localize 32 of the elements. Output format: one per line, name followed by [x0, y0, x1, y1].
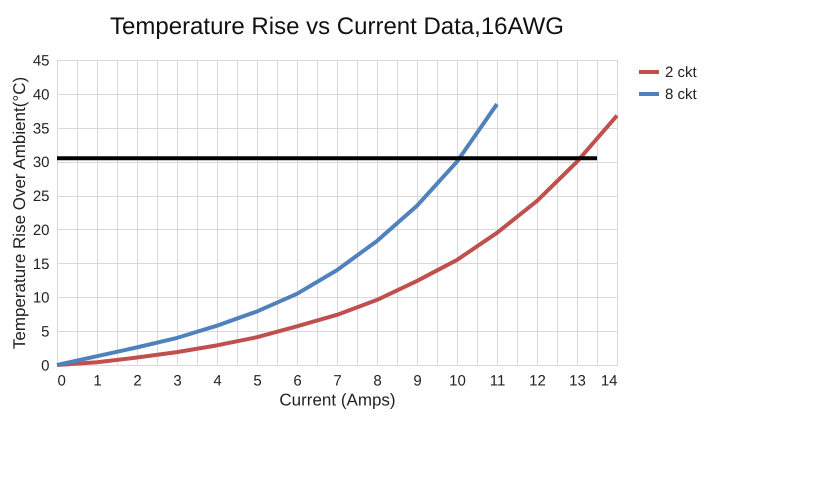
- x-tick-label: 13: [569, 372, 586, 390]
- y-tick-label: 0: [41, 358, 50, 374]
- x-tick-label: 6: [293, 372, 302, 390]
- y-axis-title: Temperature Rise Over Ambient(°C): [10, 76, 29, 350]
- x-tick-label: 2: [133, 372, 142, 390]
- x-tick-label: 3: [173, 372, 182, 390]
- x-tick-label: 11: [490, 372, 506, 390]
- y-tick-label: 5: [41, 324, 50, 341]
- chart-title: Temperature Rise vs Current Data,16AWG: [110, 13, 564, 40]
- y-tick-label: 10: [32, 290, 50, 307]
- legend-label: 2 ckt: [665, 64, 698, 81]
- y-tick-label: 20: [32, 222, 50, 239]
- y-tick-label: 25: [32, 188, 50, 206]
- x-tick-label: 8: [373, 372, 382, 390]
- y-tick-label: 15: [32, 256, 50, 273]
- x-tick-label: 14: [600, 372, 618, 390]
- x-tick-label: 1: [93, 372, 102, 390]
- y-tick-label: 40: [32, 86, 50, 104]
- x-tick-label: 10: [449, 372, 466, 390]
- x-tick-label: 9: [413, 372, 422, 390]
- x-tick-label: 5: [253, 372, 262, 390]
- x-tick-label: 0: [58, 372, 66, 390]
- x-tick-label: 12: [529, 372, 546, 390]
- legend-label: 8 ckt: [665, 86, 698, 103]
- x-tick-label: 7: [333, 372, 342, 390]
- y-tick-label: 35: [32, 120, 50, 138]
- x-axis-title: Current (Amps): [279, 390, 396, 410]
- y-tick-label: 30: [32, 154, 50, 172]
- y-tick-label: 45: [32, 52, 50, 70]
- line-series: [55, 114, 619, 367]
- x-tick-label: 4: [213, 372, 222, 390]
- line-series: [55, 102, 499, 367]
